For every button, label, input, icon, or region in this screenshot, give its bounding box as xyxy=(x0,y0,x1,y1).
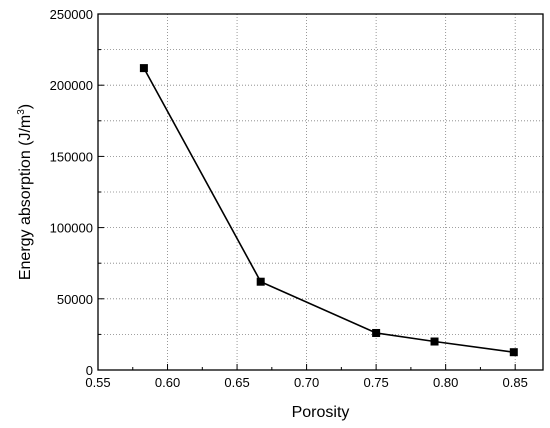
x-tick-label: 0.55 xyxy=(85,375,110,390)
data-point-marker xyxy=(430,337,439,346)
x-tick-label: 0.80 xyxy=(433,375,458,390)
series-layer xyxy=(139,64,518,357)
grid-layer xyxy=(98,14,543,370)
x-tick-label: 0.65 xyxy=(224,375,249,390)
axes-layer xyxy=(97,13,544,371)
y-axis-title-superscript: 3 xyxy=(16,109,27,115)
y-tick-label: 200000 xyxy=(50,78,93,93)
x-tick-label: 0.60 xyxy=(155,375,180,390)
y-tick-label: 50000 xyxy=(57,292,93,307)
data-point-marker xyxy=(372,328,381,337)
y-axis-title: Energy absorption (J/m3) xyxy=(16,104,34,280)
x-tick-label: 0.85 xyxy=(503,375,528,390)
x-tick-label: 0.70 xyxy=(294,375,319,390)
series-line xyxy=(143,67,514,353)
y-tick-label: 100000 xyxy=(50,221,93,236)
x-tick-label: 0.75 xyxy=(363,375,388,390)
labels-layer: Porosity Energy absorption (J/m3) 0.55 0.… xyxy=(16,7,528,421)
data-point-marker xyxy=(509,348,518,357)
y-axis-title-main: Energy absorption (J/m xyxy=(17,115,34,280)
data-point-marker xyxy=(139,64,148,73)
x-axis-title: Porosity xyxy=(292,404,350,421)
y-tick-label: 0 xyxy=(86,363,93,378)
y-tick-label: 150000 xyxy=(50,149,93,164)
y-axis-title-end: ) xyxy=(17,104,34,109)
y-tick-label: 250000 xyxy=(50,7,93,22)
data-point-marker xyxy=(256,277,265,286)
